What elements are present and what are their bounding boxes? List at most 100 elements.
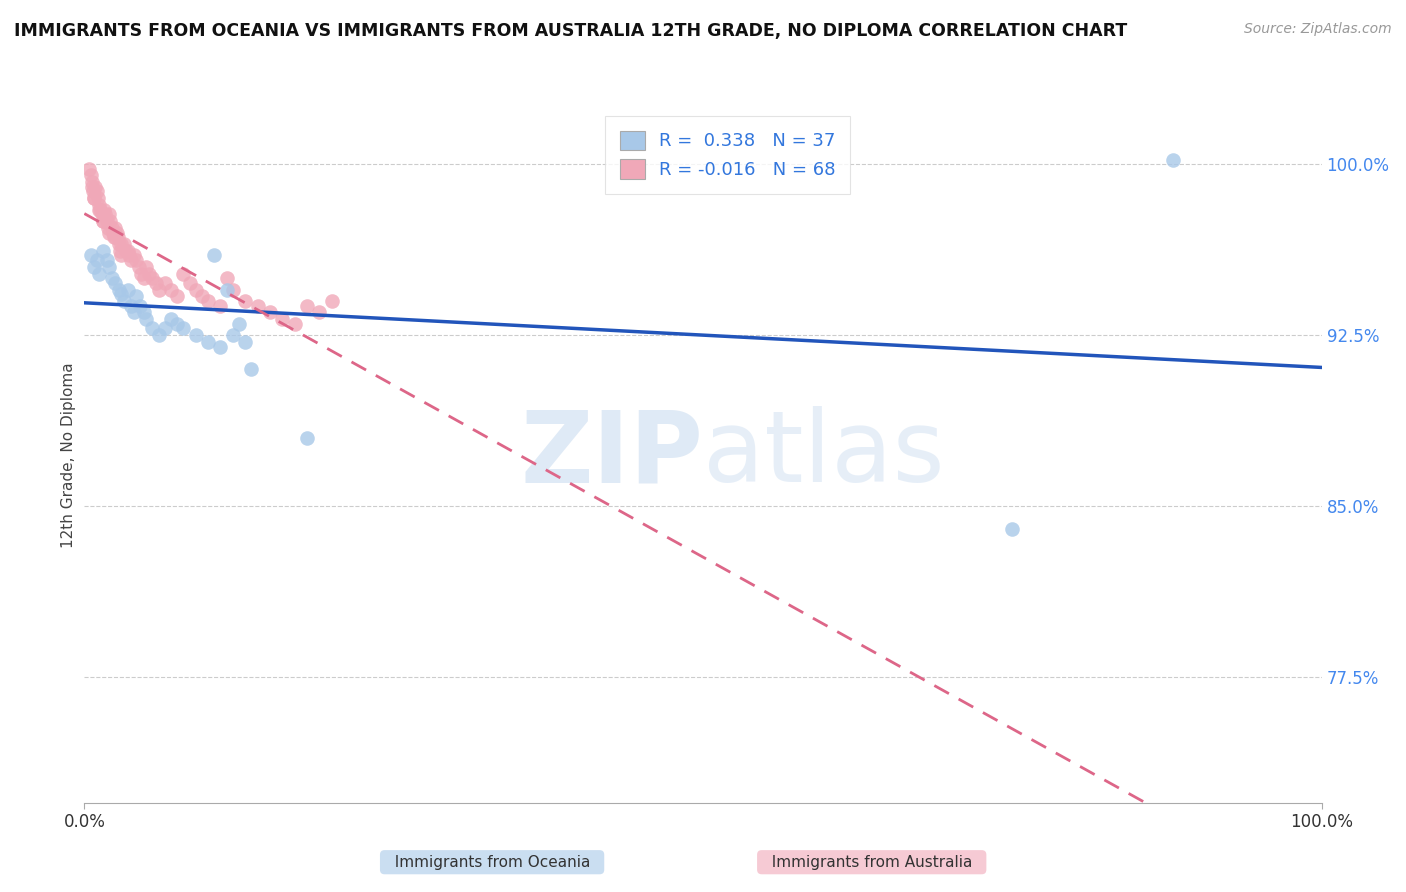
Point bbox=[271, 312, 294, 326]
Point bbox=[179, 276, 201, 290]
Point bbox=[83, 191, 105, 205]
Point bbox=[172, 321, 194, 335]
Point bbox=[246, 298, 269, 312]
Text: Immigrants from Oceania: Immigrants from Oceania bbox=[384, 855, 600, 870]
Point bbox=[135, 312, 157, 326]
Point bbox=[80, 180, 103, 194]
Point bbox=[222, 283, 245, 297]
Point bbox=[295, 431, 318, 445]
Point bbox=[91, 244, 114, 258]
Point bbox=[112, 293, 135, 308]
Point bbox=[284, 317, 307, 331]
Point bbox=[172, 267, 194, 281]
Point bbox=[86, 185, 108, 199]
Point bbox=[321, 293, 343, 308]
Point bbox=[222, 328, 245, 343]
Point bbox=[104, 276, 127, 290]
Point bbox=[197, 293, 219, 308]
Point bbox=[215, 271, 238, 285]
Point bbox=[110, 236, 132, 251]
Point bbox=[308, 305, 330, 319]
Point bbox=[128, 260, 150, 274]
Point bbox=[191, 289, 214, 303]
Point bbox=[129, 267, 152, 281]
Point bbox=[103, 230, 125, 244]
Point bbox=[112, 236, 135, 251]
Point bbox=[101, 226, 124, 240]
Point bbox=[110, 244, 132, 258]
Point bbox=[125, 252, 148, 267]
Point bbox=[228, 317, 250, 331]
Point bbox=[83, 260, 105, 274]
Point bbox=[141, 321, 163, 335]
Point bbox=[86, 252, 108, 267]
Point bbox=[91, 214, 114, 228]
Point bbox=[108, 236, 131, 251]
Point bbox=[202, 248, 225, 262]
Point bbox=[89, 267, 111, 281]
Point bbox=[1001, 522, 1024, 536]
Point bbox=[79, 248, 101, 262]
Point bbox=[87, 191, 110, 205]
Point bbox=[80, 175, 103, 189]
Text: atlas: atlas bbox=[703, 407, 945, 503]
Point bbox=[233, 334, 256, 349]
Point bbox=[160, 312, 183, 326]
Point bbox=[98, 226, 121, 240]
Point bbox=[132, 271, 155, 285]
Y-axis label: 12th Grade, No Diploma: 12th Grade, No Diploma bbox=[60, 362, 76, 548]
Point bbox=[107, 230, 129, 244]
Point bbox=[104, 230, 127, 244]
Point bbox=[141, 271, 163, 285]
Legend: R =  0.338   N = 37, R = -0.016   N = 68: R = 0.338 N = 37, R = -0.016 N = 68 bbox=[605, 116, 851, 194]
Text: ZIP: ZIP bbox=[520, 407, 703, 503]
Point bbox=[153, 276, 176, 290]
Point bbox=[1161, 153, 1184, 167]
Point bbox=[110, 248, 132, 262]
Point bbox=[166, 317, 188, 331]
Point bbox=[91, 214, 114, 228]
Text: Source: ZipAtlas.com: Source: ZipAtlas.com bbox=[1244, 22, 1392, 37]
Point bbox=[295, 298, 318, 312]
Point bbox=[90, 207, 112, 221]
Point bbox=[118, 248, 141, 262]
Point bbox=[82, 185, 104, 199]
Point bbox=[184, 328, 207, 343]
Point bbox=[215, 283, 238, 297]
Point bbox=[160, 283, 183, 297]
Point bbox=[145, 276, 167, 290]
Point bbox=[122, 248, 145, 262]
Point bbox=[117, 283, 139, 297]
Point bbox=[117, 244, 139, 258]
Point bbox=[184, 283, 207, 297]
Point bbox=[129, 298, 152, 312]
Point bbox=[120, 252, 142, 267]
Point bbox=[166, 289, 188, 303]
Point bbox=[89, 202, 111, 217]
Point bbox=[97, 221, 120, 235]
Point bbox=[100, 271, 122, 285]
Point bbox=[153, 321, 176, 335]
Point bbox=[98, 260, 121, 274]
Point bbox=[138, 267, 160, 281]
Point bbox=[104, 221, 127, 235]
Point bbox=[209, 298, 232, 312]
Point bbox=[79, 169, 101, 183]
Point bbox=[96, 252, 118, 267]
Point bbox=[105, 226, 128, 240]
Point bbox=[259, 305, 281, 319]
Text: Immigrants from Australia: Immigrants from Australia bbox=[762, 855, 981, 870]
Point bbox=[89, 198, 111, 212]
Point bbox=[108, 283, 131, 297]
Point bbox=[89, 202, 111, 217]
Point bbox=[98, 207, 121, 221]
Point bbox=[122, 305, 145, 319]
Point bbox=[209, 340, 232, 354]
Point bbox=[110, 287, 132, 301]
Point bbox=[94, 207, 117, 221]
Point bbox=[148, 328, 170, 343]
Point bbox=[197, 334, 219, 349]
Point bbox=[240, 362, 263, 376]
Point bbox=[83, 191, 105, 205]
Point bbox=[125, 289, 148, 303]
